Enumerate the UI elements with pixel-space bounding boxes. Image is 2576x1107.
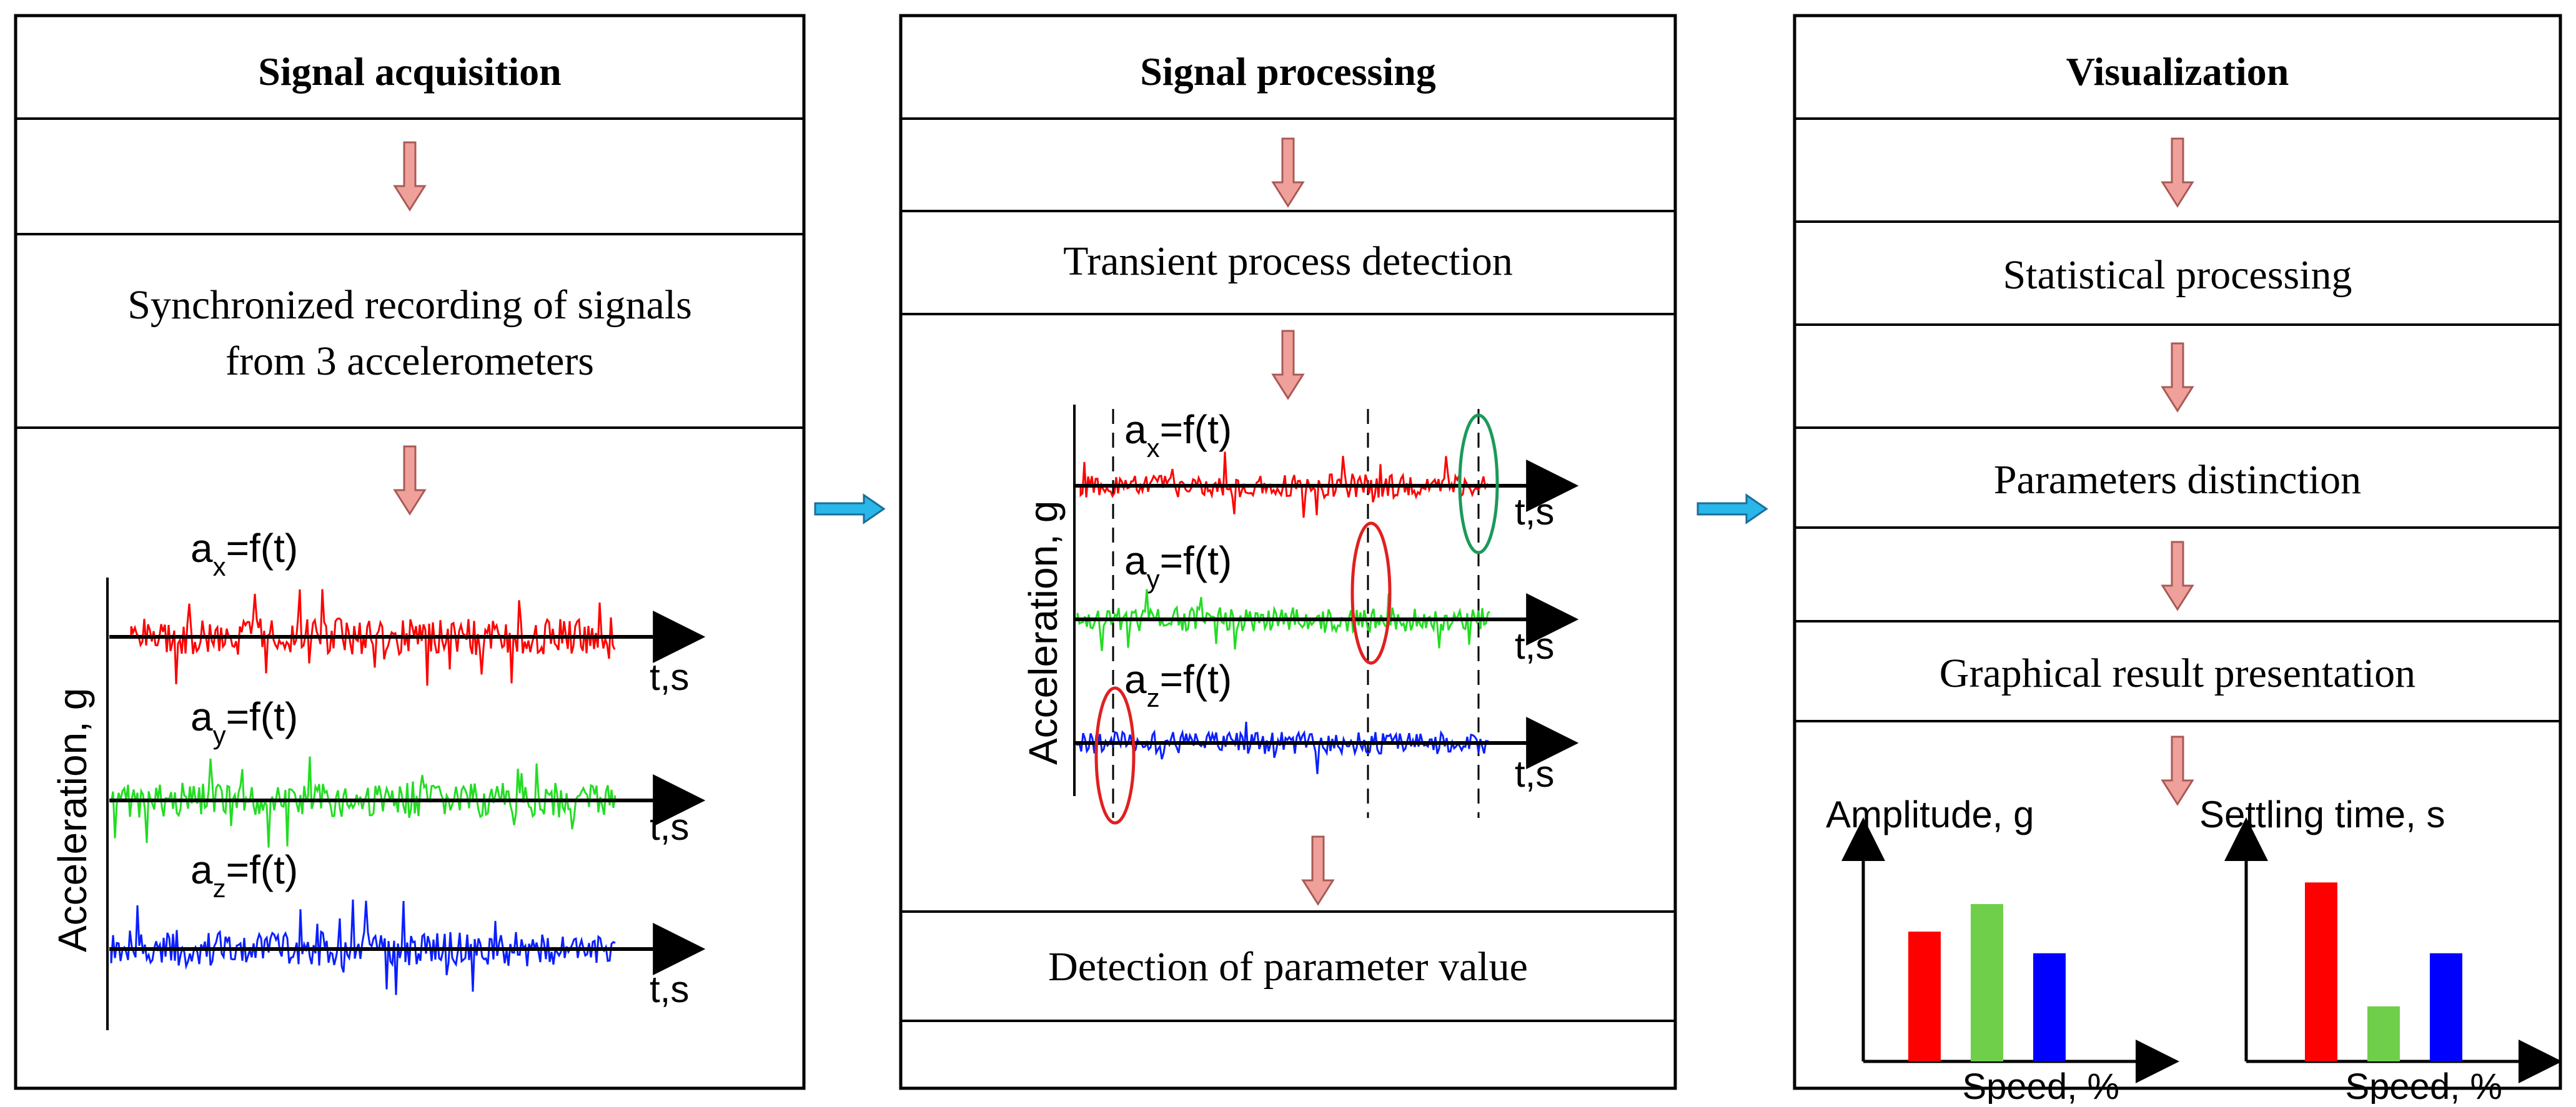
signal-label-az: az=f(t) [1124,657,1232,712]
chart-bar [2305,882,2337,1061]
chart-bar [2430,953,2462,1061]
signal-az-waveform [1076,721,1491,774]
bar-chart-amplitude: Amplitude, g Speed, % [1826,794,2179,1107]
signal-label-ay: ay=f(t) [191,694,298,750]
flow-arrow-shape [2161,736,2194,806]
flow-arrow-icon [393,445,427,516]
bar-chart-settling-time: Settling time, s Speed, % [2199,794,2562,1107]
transient-marker-ellipse-green [1458,413,1499,554]
transient-marker-ellipse-red [1350,521,1392,665]
panel-title: Visualization [2066,49,2289,94]
signal-ay-waveform [110,756,617,848]
chart-bar [2367,1006,2400,1061]
flow-arrow-icon [1271,137,1305,208]
step-statistical-processing: Statistical processing [2003,252,2352,298]
panel-signal-acquisition: Signal acquisition Synchronized recordin… [14,14,806,1090]
time-axis-label-ay: t,s [1515,625,1554,667]
step-parameters-distinction: Parameters distinction [1994,457,2361,503]
chart-x-label: Speed, % [1962,1066,2119,1104]
panel-title: Signal processing [1140,49,1436,94]
time-axis-label-ax: t,s [1515,491,1554,533]
step-transient-process-detection: Transient process detection [1063,239,1513,284]
chart-bar [2033,953,2066,1061]
signal-label-ax: ax=f(t) [1124,407,1232,463]
step-synchronized-recording-line1: Synchronized recording of signals [127,282,692,328]
waveform-path [110,756,617,848]
link-arrow-shape [814,493,886,524]
flow-arrow-icon [2161,137,2194,208]
chart-title: Settling time, s [2199,794,2445,835]
signal-ay-waveform [1076,589,1490,651]
flow-arrow-shape [1301,835,1335,906]
step-synchronized-recording-line2: from 3 accelerometers [225,338,594,384]
chart-bar [1971,904,2003,1061]
panel-signal-processing: Signal processing Transient process dete… [899,14,1677,1090]
signal-label-az: az=f(t) [191,847,298,903]
flow-arrow-shape [2161,541,2194,611]
flow-arrow-icon [2161,736,2194,806]
time-axis-label-ay: t,s [650,806,689,848]
transient-detection-plot: Acceleration, g ax=f(t) t,s ay=f(t) t,s … [1021,405,1579,825]
time-axis-label-az: t,s [1515,753,1554,795]
flow-arrow-shape [393,141,427,212]
flow-arrow-icon [1301,835,1335,906]
flow-arrow-shape [1271,137,1305,208]
signal-label-ay: ay=f(t) [1124,538,1232,594]
acceleration-plot: Acceleration, g ax=f(t) t,s ay=f(t) t,s … [50,526,706,1030]
panel-title: Signal acquisition [258,49,562,94]
flow-arrow-shape [1271,330,1305,400]
chart-bar [1908,932,1941,1061]
link-arrow-icon [814,493,886,524]
transient-marker-ellipse-red [1094,686,1136,825]
flow-arrow-shape [393,445,427,516]
waveform-path [1076,589,1490,651]
flow-arrow-shape [2161,137,2194,208]
time-axis-label-ax: t,s [650,656,689,698]
chart-title: Amplitude, g [1826,794,2034,835]
flow-arrow-icon [2161,342,2194,413]
signal-label-ax: ax=f(t) [191,526,298,581]
flow-arrow-shape [2161,342,2194,413]
chart-x-label: Speed, % [2345,1066,2502,1104]
panel-visualization: Visualization Statistical processing Par… [1793,14,2562,1107]
y-axis-label: Acceleration, g [1021,501,1066,765]
step-graphical-result-presentation: Graphical result presentation [1939,651,2415,696]
link-arrow-shape [1697,493,1768,524]
y-axis-label: Acceleration, g [50,688,95,952]
flow-arrow-icon [1271,330,1305,400]
flow-arrow-icon [2161,541,2194,611]
time-axis-label-az: t,s [650,968,689,1010]
flow-arrow-icon [393,141,427,212]
step-detection-of-parameter-value: Detection of parameter value [1048,944,1528,990]
waveform-path [1076,721,1491,774]
link-arrow-icon [1697,493,1768,524]
